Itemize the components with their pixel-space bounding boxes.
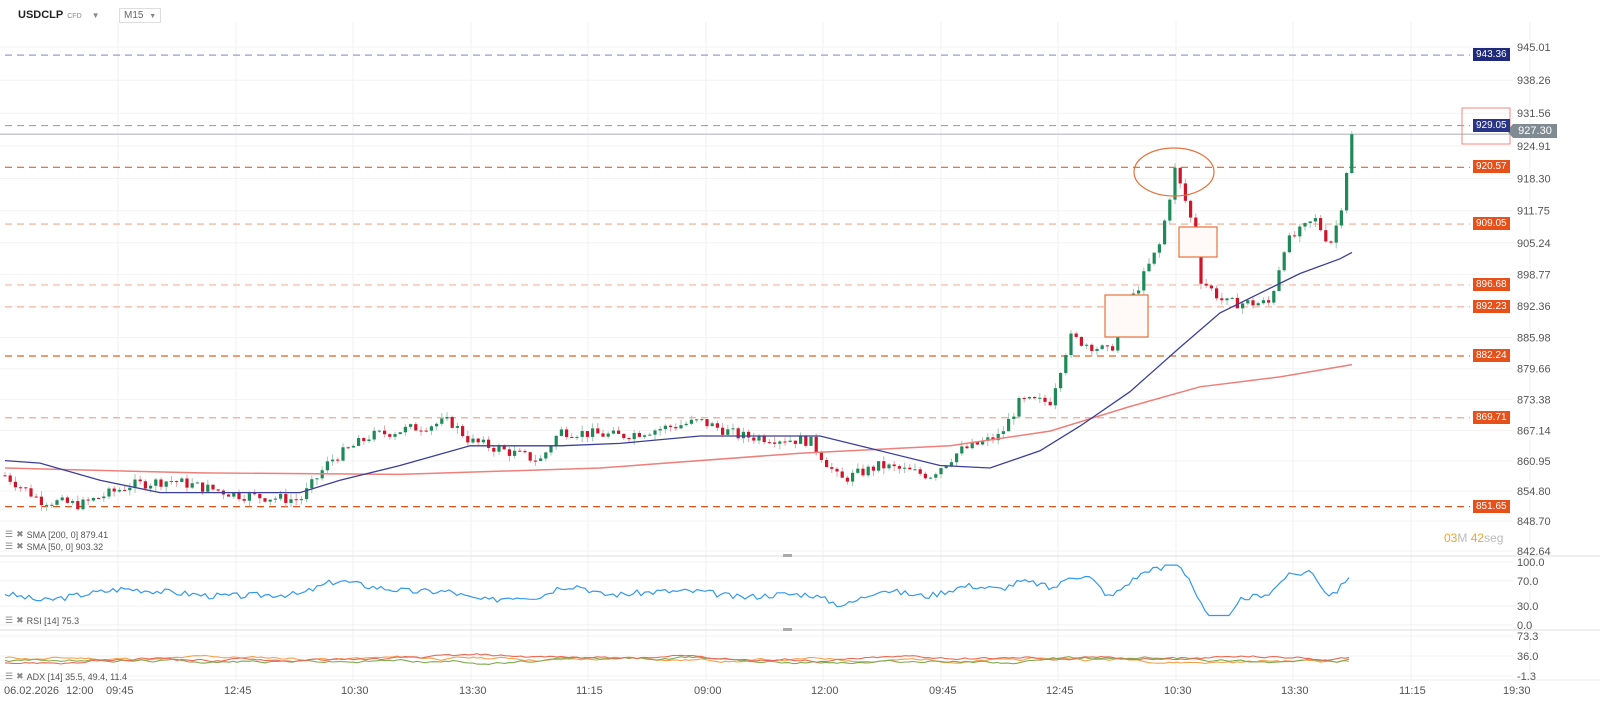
svg-text:13:30: 13:30 [1281, 685, 1309, 697]
svg-text:848.70: 848.70 [1517, 516, 1551, 528]
svg-text:10:30: 10:30 [1164, 685, 1192, 697]
level-tag[interactable]: 869.71 [1473, 410, 1510, 424]
candle-countdown: 03M 42seg [1444, 531, 1503, 545]
level-tag[interactable]: 943.36 [1473, 48, 1510, 62]
level-tag[interactable]: 920.57 [1473, 160, 1510, 174]
level-tag[interactable]: 909.05 [1473, 217, 1510, 231]
svg-text:867.14: 867.14 [1517, 425, 1551, 437]
svg-text:13:30: 13:30 [459, 685, 487, 697]
chevron-down-icon: ▼ [91, 11, 100, 20]
sma200-label: SMA [200, 0] 879.41 [26, 529, 109, 540]
settings-icon[interactable]: ☰ [5, 529, 14, 539]
candles [3, 131, 1354, 511]
svg-text:945.01: 945.01 [1517, 42, 1551, 54]
sma200-legend: ☰ ✖ SMA [200, 0] 879.41 [5, 529, 108, 540]
level-tag[interactable]: 929.05 [1473, 118, 1510, 132]
timeframe-label: M15 [124, 10, 144, 21]
svg-text:100.0: 100.0 [1517, 557, 1545, 569]
level-tag[interactable]: 851.65 [1473, 499, 1510, 513]
adx-label: ADX [14] 35.5, 49.4, 11.4 [26, 671, 128, 682]
svg-text:842.64: 842.64 [1517, 546, 1551, 558]
svg-text:09:00: 09:00 [694, 685, 722, 697]
timer-minutes: 03 [1444, 531, 1458, 545]
settings-icon[interactable]: ☰ [5, 671, 14, 681]
sma50-legend: ☰ ✖ SMA [50, 0] 903.32 [5, 541, 103, 552]
svg-text:898.77: 898.77 [1517, 270, 1551, 282]
symbol-type: CFD [67, 13, 82, 20]
symbol-selector[interactable]: USDCLP CFD ▼ [18, 9, 100, 21]
svg-text:938.26: 938.26 [1517, 75, 1551, 87]
svg-text:854.80: 854.80 [1517, 486, 1551, 498]
svg-text:10:30: 10:30 [341, 685, 369, 697]
svg-text:911.75: 911.75 [1517, 206, 1550, 218]
svg-text:885.98: 885.98 [1517, 333, 1551, 345]
close-icon[interactable]: ✖ [16, 541, 24, 551]
adx-legend: ☰ ✖ ADX [14] 35.5, 49.4, 11.4 [5, 671, 127, 682]
svg-text:06.02.2026: 06.02.2026 [4, 685, 59, 697]
timer-seconds: 42 [1470, 531, 1485, 545]
svg-text:11:15: 11:15 [576, 685, 603, 697]
rsi-label: RSI [14] 75.3 [26, 615, 80, 626]
svg-text:09:45: 09:45 [929, 685, 957, 697]
svg-text:30.0: 30.0 [1517, 601, 1538, 613]
svg-text:879.66: 879.66 [1517, 364, 1551, 376]
svg-text:924.91: 924.91 [1517, 141, 1551, 153]
svg-text:11:15: 11:15 [1399, 685, 1426, 697]
level-tag[interactable]: 892.23 [1473, 299, 1510, 313]
chevron-down-icon: ▼ [149, 13, 157, 20]
svg-text:12:00: 12:00 [66, 685, 94, 697]
symbol-name: USDCLP [18, 9, 64, 21]
timer-min-unit: M [1457, 531, 1468, 545]
timer-sec-unit: seg [1484, 531, 1504, 545]
svg-text:09:45: 09:45 [106, 685, 134, 697]
svg-text:-1.3: -1.3 [1517, 671, 1536, 683]
rsi-legend: ☰ ✖ RSI [14] 75.3 [5, 615, 79, 626]
svg-text:19:30: 19:30 [1503, 685, 1531, 697]
settings-icon[interactable]: ☰ [5, 615, 14, 625]
svg-text:36.0: 36.0 [1517, 651, 1538, 663]
svg-text:918.30: 918.30 [1517, 174, 1551, 186]
chart-toolbar: USDCLP CFD ▼ M15 ▼ [0, 0, 1600, 30]
svg-text:873.38: 873.38 [1517, 395, 1551, 407]
svg-text:73.3: 73.3 [1517, 631, 1538, 643]
last-price-tag: 927.30 [1507, 124, 1557, 138]
settings-icon[interactable]: ☰ [5, 541, 14, 551]
svg-text:12:45: 12:45 [224, 685, 252, 697]
svg-text:860.95: 860.95 [1517, 456, 1551, 468]
svg-text:892.36: 892.36 [1517, 301, 1551, 313]
svg-text:905.24: 905.24 [1517, 238, 1551, 250]
close-icon[interactable]: ✖ [16, 529, 24, 539]
close-icon[interactable]: ✖ [16, 671, 24, 681]
svg-text:931.56: 931.56 [1517, 108, 1551, 120]
timeframe-selector[interactable]: M15 ▼ [119, 8, 162, 23]
svg-text:12:00: 12:00 [811, 685, 839, 697]
svg-text:0.0: 0.0 [1517, 620, 1532, 632]
level-tag[interactable]: 896.68 [1473, 277, 1510, 291]
svg-text:70.0: 70.0 [1517, 576, 1538, 588]
svg-text:12:45: 12:45 [1046, 685, 1074, 697]
level-tag[interactable]: 882.24 [1473, 349, 1510, 363]
sma50-label: SMA [50, 0] 903.32 [26, 541, 104, 552]
close-icon[interactable]: ✖ [16, 615, 24, 625]
